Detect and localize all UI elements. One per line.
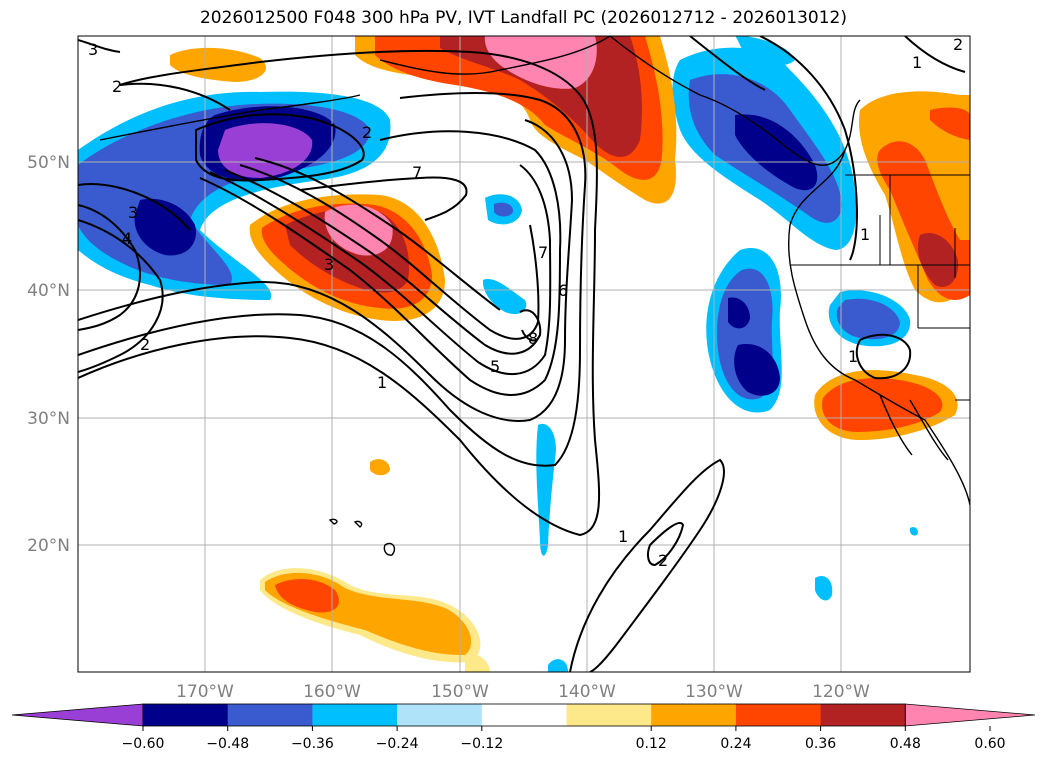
colorbar-segment bbox=[481, 704, 567, 726]
lon-label-150w: 150°W bbox=[431, 682, 489, 702]
latitude-labels: 50°N 40°N 30°N 20°N bbox=[27, 153, 70, 556]
lat-label-20n: 20°N bbox=[27, 536, 70, 556]
borders bbox=[790, 174, 970, 401]
contour-label: 1 bbox=[618, 527, 628, 546]
contour-label: 2 bbox=[140, 335, 150, 354]
colorbar-segment bbox=[227, 704, 313, 726]
contour-label: 1 bbox=[848, 347, 858, 366]
lon-label-170w: 170°W bbox=[176, 682, 234, 702]
contour-label: 7 bbox=[538, 243, 548, 262]
map-title: 2026012500 F048 300 hPa PV, IVT Landfall… bbox=[199, 8, 847, 28]
contour-label: 6 bbox=[558, 281, 568, 300]
colorbar-extend-high bbox=[904, 703, 1036, 727]
contour-label: 2 bbox=[112, 77, 122, 96]
colorbar-tick-label: −0.36 bbox=[291, 736, 334, 752]
colorbar-extend-low bbox=[11, 703, 144, 727]
contour-label: 2 bbox=[362, 123, 372, 142]
colorbar-segment bbox=[312, 704, 398, 726]
lat-label-50n: 50°N bbox=[27, 153, 70, 173]
contour-label: 7 bbox=[412, 163, 422, 182]
contour-label: 1 bbox=[912, 53, 922, 72]
colorbar-tick-label: −0.48 bbox=[206, 736, 249, 752]
contour-label: 3 bbox=[88, 40, 98, 59]
colorbar-tick-label: 0.60 bbox=[974, 736, 1005, 752]
colorbar-segment bbox=[735, 704, 822, 726]
colorbar-tick-label: 0.36 bbox=[805, 736, 836, 752]
map-frame bbox=[77, 35, 971, 673]
contour-label: 5 bbox=[490, 357, 500, 376]
contour-label: 1 bbox=[377, 373, 387, 392]
colorbar: −0.60 −0.48 −0.36 −0.24 −0.12 0.12 0.24 0.36 0.4… bbox=[11, 703, 1036, 752]
lat-label-30n: 30°N bbox=[27, 409, 70, 429]
lon-label-140w: 140°W bbox=[558, 682, 616, 702]
longitude-labels: 170°W 160°W 150°W 140°W 130°W 120°W bbox=[176, 682, 870, 702]
colorbar-tick-label: −0.12 bbox=[460, 736, 503, 752]
contour-label: 2 bbox=[658, 551, 668, 570]
pv-contours bbox=[78, 36, 966, 672]
colorbar-tick-label: 0.24 bbox=[720, 736, 751, 752]
colorbar-segment bbox=[566, 704, 652, 726]
colorbar-tick-label: 0.48 bbox=[890, 736, 921, 752]
colorbar-tick-label: −0.60 bbox=[122, 736, 165, 752]
contour-label: 3 bbox=[128, 203, 138, 222]
colorbar-segment bbox=[397, 704, 483, 726]
contour-label: 1 bbox=[860, 225, 870, 244]
graticule bbox=[78, 36, 970, 672]
contour-label: 8 bbox=[528, 329, 538, 348]
lon-label-120w: 120°W bbox=[812, 682, 870, 702]
colorbar-segment bbox=[651, 704, 737, 726]
colorbar-segment bbox=[820, 704, 906, 726]
lat-label-40n: 40°N bbox=[27, 281, 70, 301]
contour-labels: 3 2 2 7 3 4 3 2 1 5 6 7 8 1 2 1 1 2 1 bbox=[88, 35, 963, 570]
colorbar-outline bbox=[142, 703, 906, 727]
map-panel: 3 2 2 7 3 4 3 2 1 5 6 7 8 1 2 1 1 2 1 bbox=[78, 35, 970, 672]
negative-shading bbox=[78, 36, 918, 672]
colorbar-tick-label: −0.24 bbox=[376, 736, 419, 752]
contour-label: 2 bbox=[953, 35, 963, 54]
lon-label-160w: 160°W bbox=[303, 682, 361, 702]
lon-label-130w: 130°W bbox=[685, 682, 743, 702]
contour-label: 3 bbox=[324, 255, 334, 274]
colorbar-segment bbox=[143, 704, 229, 726]
contour-label: 4 bbox=[122, 229, 132, 248]
colorbar-tick-label: 0.12 bbox=[636, 736, 667, 752]
